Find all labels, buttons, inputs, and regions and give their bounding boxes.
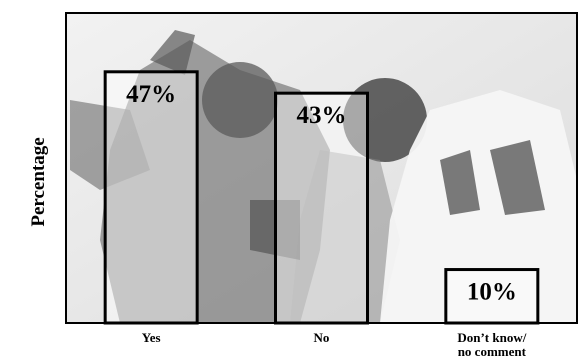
bar-1 xyxy=(274,91,369,325)
x-tick-label-2: Don’t know/no comment xyxy=(457,330,526,359)
y-axis-label: Percentage xyxy=(28,137,49,226)
x-tick-labels-group: Yes No Don’t know/no comment xyxy=(142,330,527,359)
bar-2 xyxy=(444,268,540,325)
value-label-2: 10% xyxy=(467,279,517,306)
bar-0 xyxy=(103,70,199,325)
background-photo xyxy=(66,13,577,323)
value-labels-group: 47% 43% 10% xyxy=(126,81,517,306)
value-label-1: 43% xyxy=(297,102,347,129)
x-tick-label-0: Yes xyxy=(142,330,161,345)
x-tick-label-1: No xyxy=(314,330,330,345)
bars-group xyxy=(103,70,540,325)
value-label-0: 47% xyxy=(126,81,176,108)
